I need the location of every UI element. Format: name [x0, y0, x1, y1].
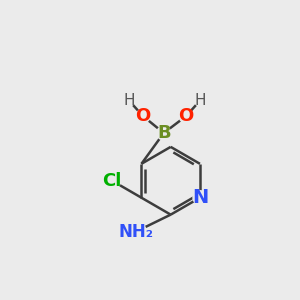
- Circle shape: [136, 109, 150, 123]
- Text: O: O: [178, 107, 194, 125]
- Text: NH₂: NH₂: [118, 223, 154, 241]
- Circle shape: [193, 191, 207, 205]
- Text: B: B: [157, 124, 171, 142]
- Circle shape: [126, 222, 146, 242]
- Circle shape: [104, 172, 121, 189]
- Circle shape: [179, 109, 193, 123]
- Circle shape: [195, 95, 205, 106]
- Text: H: H: [123, 93, 135, 108]
- Circle shape: [124, 95, 134, 106]
- Text: Cl: Cl: [103, 172, 122, 190]
- Text: H: H: [194, 93, 206, 108]
- Text: N: N: [192, 188, 208, 207]
- Circle shape: [157, 126, 171, 140]
- Text: O: O: [135, 107, 151, 125]
